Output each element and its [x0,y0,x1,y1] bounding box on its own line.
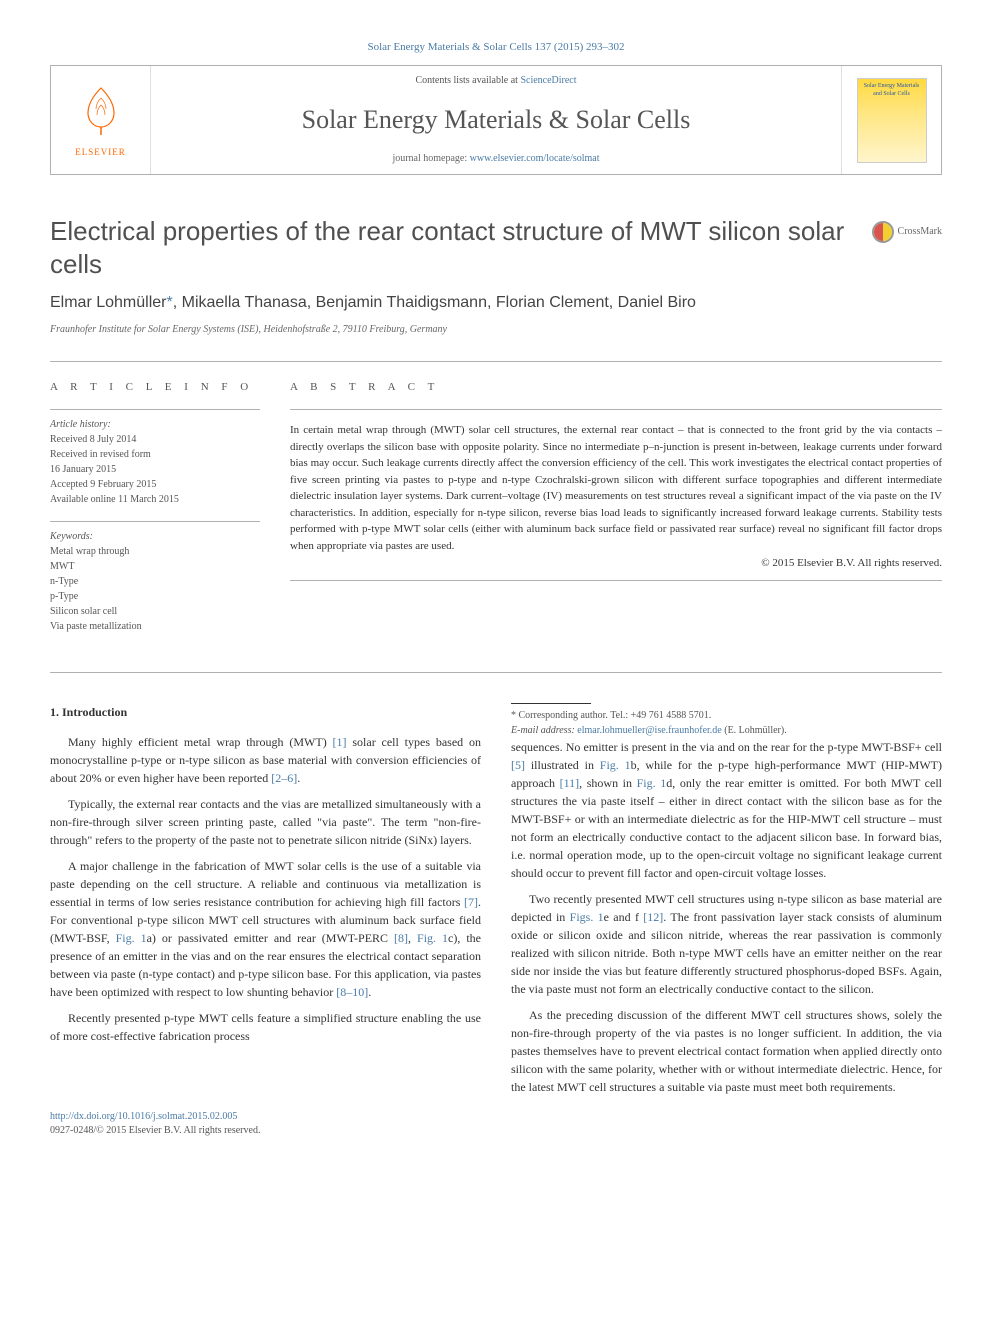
history-list: Received 8 July 2014 Received in revised… [50,432,260,507]
paragraph: Two recently presented MWT cell structur… [511,890,942,998]
abstract-copyright: © 2015 Elsevier B.V. All rights reserved… [290,556,942,571]
homepage-prefix: journal homepage: [392,153,469,164]
section-1-heading: 1. Introduction [50,703,481,721]
fig-link[interactable]: Fig. 1 [116,931,147,945]
keyword-item: n-Type [50,574,260,589]
history-item: Received 8 July 2014 [50,432,260,447]
homepage-link[interactable]: www.elsevier.com/locate/solmat [470,153,600,164]
divider-bottom [50,672,942,673]
homepage-line: journal homepage: www.elsevier.com/locat… [171,152,821,166]
sciencedirect-link[interactable]: ScienceDirect [520,75,576,86]
paragraph: sequences. No emitter is present in the … [511,738,942,882]
footnote-block: * Corresponding author. Tel.: +49 761 45… [511,703,942,738]
page-footer: http://dx.doi.org/10.1016/j.solmat.2015.… [50,1110,942,1138]
fig-link[interactable]: Fig. 1 [600,758,631,772]
history-item: 16 January 2015 [50,462,260,477]
keyword-item: Silicon solar cell [50,604,260,619]
article-title: Electrical properties of the rear contac… [50,215,852,280]
keywords-label: Keywords: [50,530,260,544]
history-item: Available online 11 March 2015 [50,492,260,507]
fig-link[interactable]: Fig. 1 [637,776,667,790]
keyword-item: p-Type [50,589,260,604]
article-info-heading: A R T I C L E I N F O [50,380,260,395]
keyword-item: Via paste metallization [50,619,260,634]
keyword-item: Metal wrap through [50,544,260,559]
keywords-list: Metal wrap through MWT n-Type p-Type Sil… [50,544,260,634]
paragraph: Typically, the external rear contacts an… [50,795,481,849]
journal-name: Solar Energy Materials & Solar Cells [171,102,821,138]
abstract-text: In certain metal wrap through (MWT) sola… [290,422,942,554]
journal-reference: Solar Energy Materials & Solar Cells 137… [50,40,942,55]
ref-link[interactable]: [8–10] [336,985,368,999]
authors-list: Elmar Lohmüller*, Mikaella Thanasa, Benj… [50,292,942,314]
journal-header: ELSEVIER Contents lists available at Sci… [50,65,942,175]
keyword-item: MWT [50,559,260,574]
issn-copyright-line: 0927-0248/© 2015 Elsevier B.V. All right… [50,1124,942,1138]
ref-link[interactable]: [1] [333,735,347,749]
corresponding-author-note: * Corresponding author. Tel.: +49 761 45… [511,708,942,723]
history-item: Received in revised form [50,447,260,462]
ref-link[interactable]: [12] [643,910,663,924]
history-label: Article history: [50,418,260,432]
ref-link[interactable]: [2–6] [271,771,297,785]
corresponding-marker: * [166,294,172,311]
elsevier-tree-icon [76,83,126,138]
email-line: E-mail address: elmar.lohmueller@ise.fra… [511,723,942,738]
ref-link[interactable]: [8] [394,931,408,945]
fig-link[interactable]: Fig. 1 [417,931,448,945]
abstract-heading: A B S T R A C T [290,380,942,395]
ref-link[interactable]: [11] [560,776,580,790]
fig-link[interactable]: Figs. 1 [570,910,604,924]
crossmark-icon [872,221,894,243]
paragraph: Recently presented p-type MWT cells feat… [50,1009,481,1045]
contents-prefix: Contents lists available at [415,75,520,86]
affiliation: Fraunhofer Institute for Solar Energy Sy… [50,323,942,337]
paragraph: Many highly efficient metal wrap through… [50,733,481,787]
cover-thumbnail-container: Solar Energy Materials and Solar Cells [841,66,941,174]
ref-link[interactable]: [7] [464,895,478,909]
paragraph: A major challenge in the fabrication of … [50,857,481,1001]
article-info-column: A R T I C L E I N F O Article history: R… [50,380,260,648]
elsevier-logo-container: ELSEVIER [51,66,151,174]
ref-link[interactable]: [5] [511,758,525,772]
elsevier-label: ELSEVIER [75,146,126,159]
body-two-column: 1. Introduction Many highly efficient me… [50,703,942,1096]
contents-list-line: Contents lists available at ScienceDirec… [171,74,821,88]
crossmark-label: CrossMark [898,225,942,239]
abstract-column: A B S T R A C T In certain metal wrap th… [290,380,942,648]
paragraph: As the preceding discussion of the diffe… [511,1006,942,1096]
doi-link[interactable]: http://dx.doi.org/10.1016/j.solmat.2015.… [50,1111,237,1122]
author-email-link[interactable]: elmar.lohmueller@ise.fraunhofer.de [577,725,721,736]
history-item: Accepted 9 February 2015 [50,477,260,492]
crossmark-badge[interactable]: CrossMark [872,221,942,243]
divider-top [50,361,942,362]
journal-cover-thumbnail: Solar Energy Materials and Solar Cells [857,78,927,163]
